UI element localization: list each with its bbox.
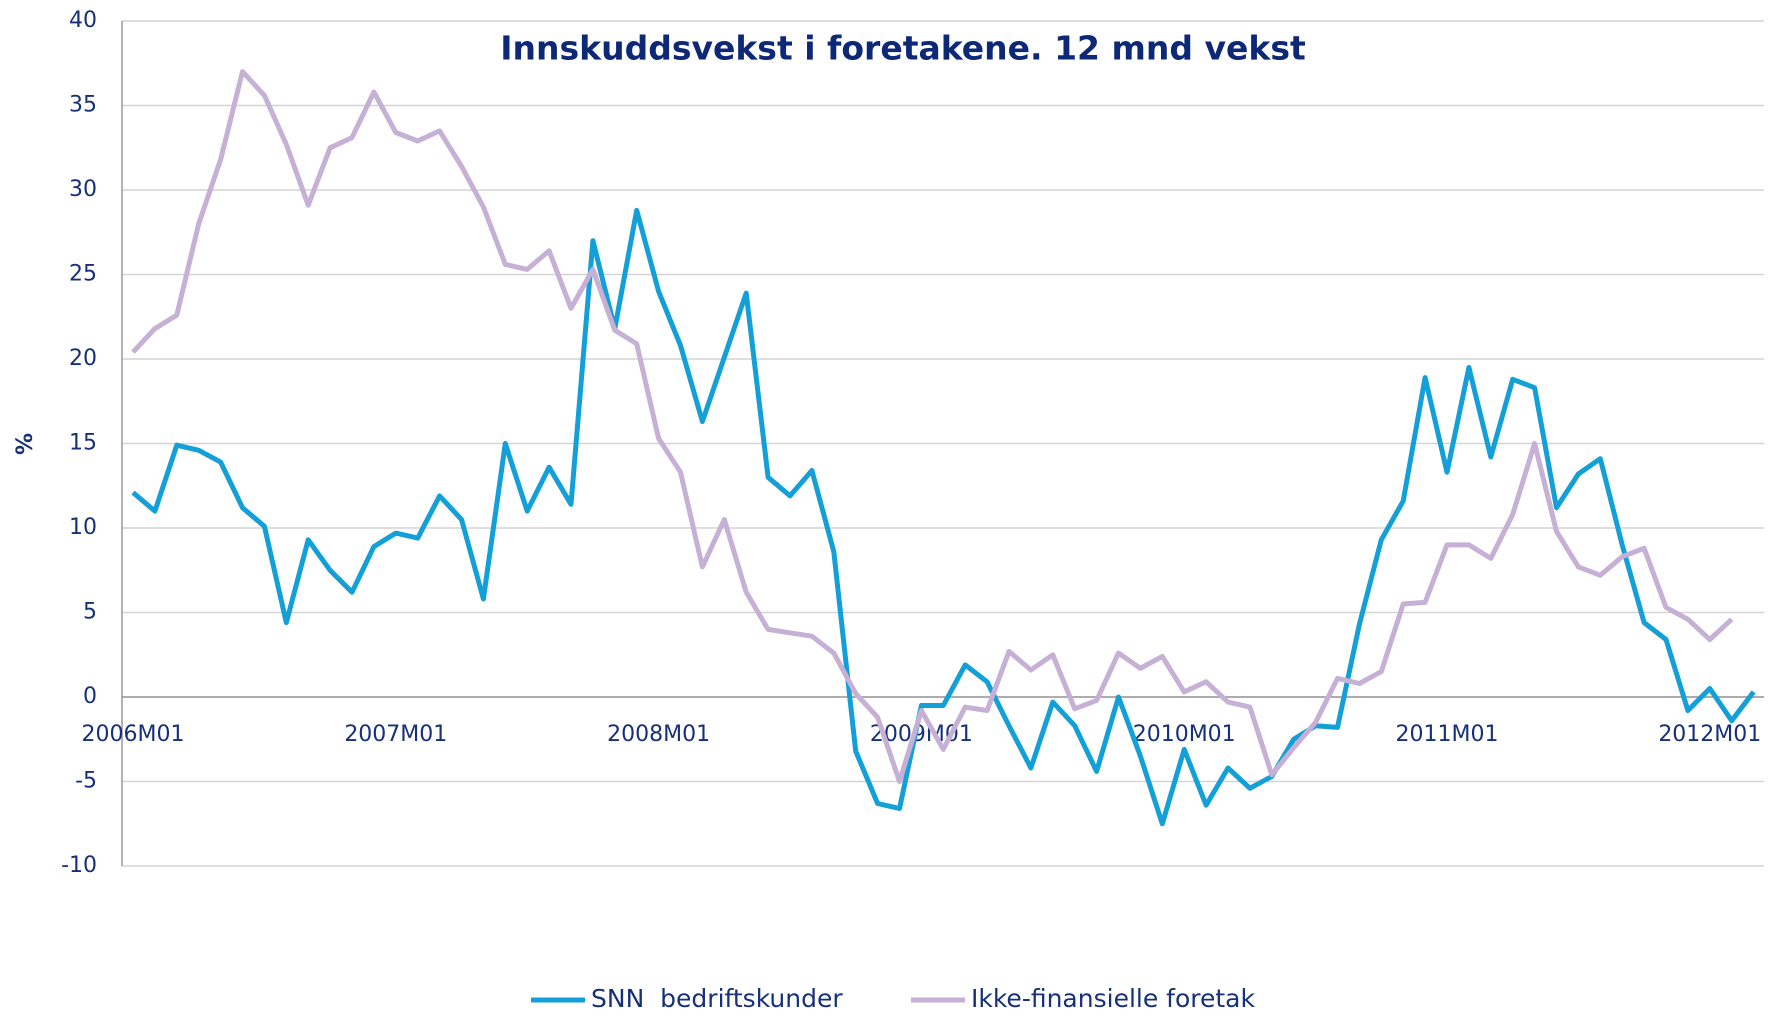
- y-axis-label: %: [13, 433, 38, 455]
- y-tick-label: 40: [69, 8, 97, 33]
- y-tick-label: 35: [69, 93, 97, 118]
- x-tick-label: 2012M01: [1658, 722, 1761, 747]
- y-tick-label: 30: [69, 177, 97, 202]
- y-tick-label: 20: [69, 346, 97, 371]
- x-tick-label: 2006M01: [82, 722, 185, 747]
- y-tick-label: 25: [69, 262, 97, 287]
- series-line: [131, 69, 1734, 784]
- y-tick-label: -5: [75, 769, 97, 794]
- x-tick-label: 2010M01: [1133, 722, 1236, 747]
- y-tick-label: 10: [69, 515, 97, 540]
- x-tick-label: 2011M01: [1396, 722, 1499, 747]
- y-tick-label: 15: [69, 431, 97, 456]
- series-line: [131, 207, 1756, 827]
- chart-title: Innskuddsvekst i foretakene. 12 mnd veks…: [500, 29, 1306, 68]
- y-tick-label: 0: [83, 684, 97, 709]
- legend-label: Ikke-finansielle foretak: [971, 984, 1255, 1013]
- x-tick-label: 2007M01: [344, 722, 447, 747]
- y-tick-label: 5: [83, 600, 97, 625]
- legend-label: SNN bedriftskunder: [591, 984, 843, 1013]
- x-tick-label: 2008M01: [607, 722, 710, 747]
- y-tick-label: -10: [61, 853, 97, 878]
